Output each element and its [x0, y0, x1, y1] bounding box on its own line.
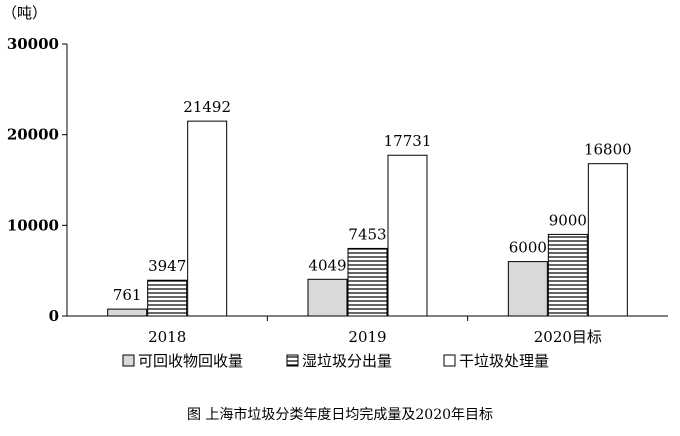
data-label: 4049: [308, 256, 346, 274]
y-tick-label: 20000: [7, 126, 59, 144]
data-label: 761: [113, 286, 142, 304]
data-label: 3947: [148, 257, 186, 275]
x-tick-label: 2018: [148, 328, 186, 346]
figure-caption: 图 上海市垃圾分类年度日均完成量及2020年目标: [186, 407, 494, 423]
data-label: 6000: [509, 239, 547, 257]
data-label: 7453: [348, 225, 386, 243]
bar-1: [307, 278, 348, 317]
data-label: 16800: [584, 141, 632, 159]
data-label: 9000: [549, 211, 587, 229]
bar-1: [107, 308, 148, 317]
y-tick-label: 10000: [7, 216, 59, 234]
x-tick-label: 2020目标: [534, 328, 602, 346]
y-unit-label: （吨）: [2, 4, 47, 22]
bars: [107, 120, 628, 317]
bar-2: [547, 233, 588, 317]
legend-swatch: [286, 354, 299, 367]
legend-label: 干垃圾处理量: [459, 352, 549, 370]
bar-1: [507, 261, 548, 317]
legend-swatch: [122, 354, 135, 367]
y-tick-label: 0: [49, 307, 59, 325]
legend-label: 湿垃圾分出量: [302, 352, 392, 370]
axes: 0 10000 20000 30000 2018 2019 2020目标: [7, 35, 668, 346]
legend: 可回收物回收量 湿垃圾分出量 干垃圾处理量: [122, 352, 549, 370]
bar-3: [187, 120, 228, 317]
legend-swatch: [443, 354, 456, 367]
legend-label: 可回收物回收量: [138, 352, 243, 370]
data-label: 17731: [384, 132, 432, 150]
x-tick-label: 2019: [348, 328, 386, 346]
bar-3: [587, 163, 628, 317]
bar-3: [387, 154, 428, 317]
bar-chart: （吨） 0 10000 20000 30000 2018 2019 2020目标 761 39…: [2, 4, 668, 370]
data-label: 21492: [183, 98, 231, 116]
bar-2: [147, 279, 188, 317]
bar-2: [347, 247, 388, 317]
y-tick-label: 30000: [7, 35, 59, 53]
